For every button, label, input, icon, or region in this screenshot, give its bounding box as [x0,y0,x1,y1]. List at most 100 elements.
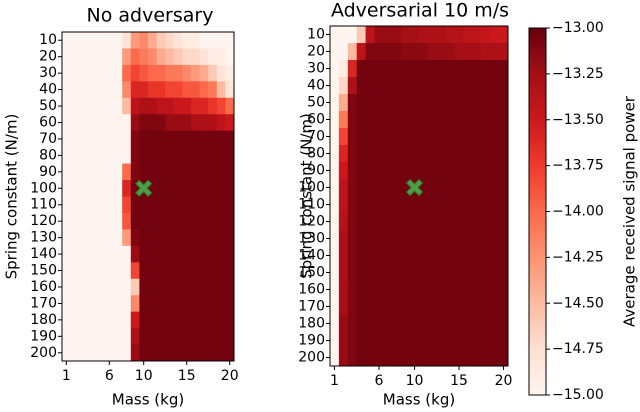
heatmap-cell [225,328,235,345]
heatmap-cell [199,328,209,345]
heatmap-cell [173,81,183,99]
heatmap-cell [481,213,491,231]
heatmap-cell [105,196,114,214]
y-tick-label: 20 [39,49,57,65]
heatmap-cell [62,32,71,49]
heatmap-cell [410,145,420,163]
heatmap-cell [87,196,97,214]
y-tick-label: 100 [30,180,57,196]
heatmap-cell [79,278,89,296]
heatmap-cell [419,179,429,197]
heatmap-cell [96,311,106,329]
heatmap-cell [490,264,500,282]
heatmap-cell [445,349,455,367]
y-tick-label: 10 [39,32,57,48]
heatmap-cell [182,48,192,66]
colorbar-tick-label: −13.00 [552,20,604,36]
heatmap-cell [436,213,447,231]
heatmap-cell [436,162,447,180]
heatmap-cell [410,94,420,112]
heatmap-cell [87,262,97,280]
heatmap-cell [182,147,192,164]
heatmap-cell [374,332,384,350]
heatmap-cell [463,128,473,146]
heatmap-cell [139,48,149,66]
heatmap-cell [79,147,89,164]
heatmap-cell [96,81,106,99]
heatmap-cell [148,163,157,181]
heatmap-cell [96,328,106,345]
heatmap-cell [122,147,132,164]
heatmap-cell [347,281,358,299]
y-tick-label: 200 [30,345,57,361]
heatmap-cell [392,162,402,180]
heatmap-cell [87,278,97,296]
heatmap-cell [199,48,209,66]
heatmap-cell [105,64,114,82]
heatmap-cell [208,130,218,148]
heatmap-cell [481,196,491,214]
heatmap-cell [330,230,340,248]
heatmap-cell [454,60,464,78]
y-tick-label: 110 [298,197,325,213]
heatmap-cell [401,298,411,316]
heatmap-cell [383,128,393,146]
heatmap-cell [199,196,209,214]
heatmap-cell [156,81,166,99]
y-tick-label: 20 [307,44,325,60]
heatmap-cell [199,97,209,115]
heatmap-cell [419,26,429,44]
heatmap-cell [62,163,71,181]
heatmap-cell [481,43,491,61]
heatmap-cell [427,26,438,44]
heatmap-cell [410,298,420,316]
heatmap-cell [463,111,473,129]
heatmap-cell [347,94,358,112]
chart-title: No adversary [87,5,214,27]
heatmap-cell [499,145,509,163]
heatmap-cell [419,247,429,265]
heatmap-cell [165,262,175,280]
heatmap-cell [481,179,491,197]
heatmap-cell [392,179,402,197]
heatmap-cell [419,145,429,163]
heatmap-cell [96,262,106,280]
heatmap-cell [419,332,429,350]
heatmap-cell [156,180,166,197]
heatmap-cell [122,180,132,197]
heatmap-cell [383,179,393,197]
y-tick-label: 160 [298,282,325,298]
heatmap-cell [130,196,140,214]
heatmap-cell [445,298,455,316]
heatmap-cell [427,60,438,78]
heatmap-cell [427,349,438,367]
heatmap-cell [156,295,166,313]
y-tick-label: 70 [39,131,57,147]
heatmap-cell [365,349,375,367]
heatmap-cell [122,81,132,99]
heatmap-cell [105,180,114,197]
heatmap-cell [165,48,175,66]
heatmap-cell [165,212,175,230]
heatmap-cell [148,130,157,148]
heatmap-cell [122,212,132,230]
heatmap-cell [62,64,71,82]
heatmap-cell [463,230,473,248]
heatmap-cell [499,162,509,180]
heatmap-cell [105,295,114,313]
heatmap-cell [105,245,114,263]
heatmap-cell [499,128,509,146]
heatmap-cell [199,180,209,197]
heatmap-cell [445,145,455,163]
heatmap-cell [130,114,140,132]
heatmap-cell [499,26,509,44]
y-tick-label: 120 [298,214,325,230]
heatmap-cell [374,111,384,129]
heatmap-cell [113,278,123,296]
heatmap-cell [401,213,411,231]
heatmap-cell [330,128,340,146]
heatmap-cell [148,32,157,49]
heatmap-cell [454,315,464,333]
heatmap-cell [338,230,349,248]
heatmap-cell [70,229,80,247]
